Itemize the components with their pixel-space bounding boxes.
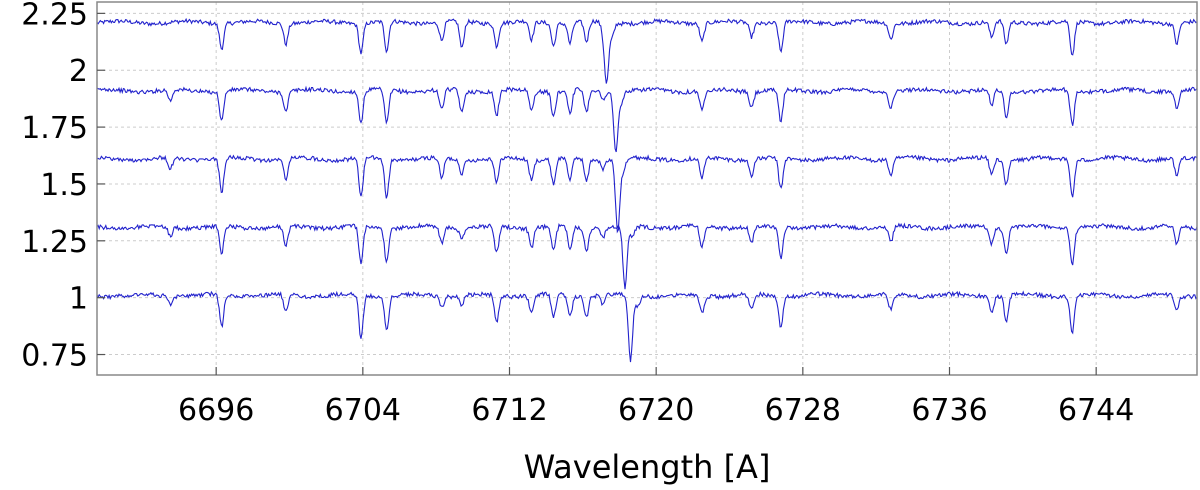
x-ticks: 6696 6704 6712 6720 6728 6736 6744 xyxy=(178,367,1134,428)
x-tick-label: 6712 xyxy=(471,393,547,428)
spectrum-series-line xyxy=(96,85,1198,153)
y-ticks: 0.75 1 1.25 1.5 1.75 2 2.25 xyxy=(21,0,105,374)
spectrum-series-line xyxy=(96,154,1198,234)
x-axis-label: Wavelength [A] xyxy=(524,448,771,486)
spectrum-series-line xyxy=(96,222,1198,290)
x-tick-label: 6728 xyxy=(765,393,841,428)
y-tick-label: 1.75 xyxy=(21,111,88,146)
series-layer xyxy=(96,17,1198,363)
spectrum-series-line xyxy=(96,290,1198,363)
x-tick-label: 6704 xyxy=(325,393,401,428)
spectrum-series-line xyxy=(96,17,1198,84)
plot-frame xyxy=(96,1,1198,376)
y-tick-label: 1 xyxy=(69,282,88,317)
x-tick-label: 6720 xyxy=(618,393,694,428)
y-tick-label: 0.75 xyxy=(21,339,88,374)
y-tick-label: 2 xyxy=(69,54,88,89)
x-tick-label: 6736 xyxy=(911,393,987,428)
x-tick-label: 6696 xyxy=(178,393,254,428)
y-tick-label: 1.5 xyxy=(40,168,88,203)
x-tick-label: 6744 xyxy=(1058,393,1134,428)
y-tick-label: 2.25 xyxy=(21,0,88,32)
y-tick-label: 1.25 xyxy=(21,225,88,260)
